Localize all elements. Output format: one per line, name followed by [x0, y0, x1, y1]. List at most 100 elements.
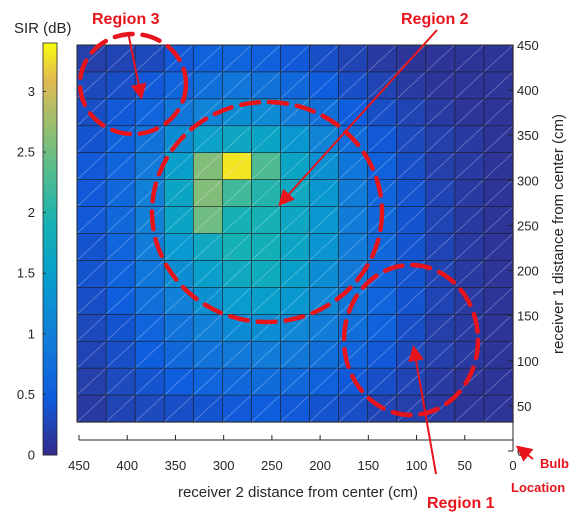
heatmap-cell-diagonal: [396, 394, 427, 423]
colorbar-segment: [43, 132, 57, 137]
colorbar-segment: [43, 166, 57, 171]
colorbar-segment: [43, 111, 57, 116]
region-2-label: Region 2: [401, 11, 469, 28]
heatmap-cell-diagonal: [193, 314, 223, 342]
heatmap-cell: [425, 44, 456, 73]
heatmap-cell-diagonal: [483, 206, 514, 234]
colorbar-segment: [43, 437, 57, 442]
heatmap-cell-diagonal: [134, 125, 165, 153]
heatmap-cell-diagonal: [193, 206, 223, 234]
heatmap-cell: [134, 179, 165, 208]
colorbar-segment: [43, 293, 57, 298]
colorbar-segment: [43, 49, 57, 54]
heatmap-cell-diagonal: [425, 233, 456, 261]
heatmap-cell-diagonal: [76, 340, 107, 369]
colorbar-segment: [43, 70, 57, 75]
colorbar-segment: [43, 118, 57, 123]
colorbar-segment: [43, 396, 57, 401]
heatmap-cell-diagonal: [251, 125, 281, 153]
heatmap-cell-diagonal: [425, 367, 456, 396]
heatmap-cell-diagonal: [193, 260, 223, 288]
colorbar-segment: [43, 149, 57, 154]
heatmap-cell-diagonal: [163, 260, 194, 288]
heatmap-cell-diagonal: [454, 394, 485, 423]
heatmap-cell-diagonal: [280, 394, 310, 423]
heatmap-cell-diagonal: [367, 71, 397, 100]
heatmap-cell: [309, 367, 340, 396]
colorbar-segment: [43, 358, 57, 363]
colorbar-segment: [43, 441, 57, 446]
colorbar-segment: [43, 451, 57, 456]
heatmap-cell-diagonal: [222, 233, 252, 261]
colorbar-segment: [43, 73, 57, 78]
heatmap-cell-diagonal: [454, 44, 485, 73]
heatmap-cell-diagonal: [425, 125, 456, 153]
colorbar-segment: [43, 221, 57, 226]
colorbar-segment: [43, 231, 57, 236]
heatmap-cell-diagonal: [367, 314, 397, 342]
heatmap-cell: [425, 233, 456, 262]
heatmap-cell-diagonal: [483, 71, 514, 100]
heatmap-cell-diagonal: [222, 287, 252, 315]
heatmap-cell: [309, 233, 340, 262]
colorbar-label: SIR (dB): [14, 20, 72, 37]
heatmap-cell-diagonal: [454, 152, 485, 180]
colorbar-segment: [43, 369, 57, 374]
colorbar-segment: [43, 176, 57, 181]
colorbar-segment: [43, 84, 57, 89]
colorbar-segment: [43, 252, 57, 257]
heatmap-cell: [483, 206, 514, 235]
heatmap-cell-diagonal: [309, 394, 339, 423]
heatmap-cell: [425, 313, 456, 342]
heatmap-cell: [163, 233, 194, 262]
heatmap-cell: [192, 233, 223, 262]
heatmap-cell-diagonal: [367, 260, 397, 288]
heatmap-cell: [192, 179, 223, 208]
heatmap-cell: [163, 394, 194, 423]
heatmap-cell: [367, 340, 398, 369]
colorbar-segment: [43, 345, 57, 350]
x-axis-label: receiver 2 distance from center (cm): [178, 484, 418, 501]
heatmap-cell-diagonal: [309, 367, 339, 396]
colorbar-segment: [43, 173, 57, 178]
heatmap-cell-diagonal: [425, 206, 456, 234]
heatmap-cell-diagonal: [309, 125, 339, 153]
heatmap-cell-diagonal: [163, 314, 194, 342]
colorbar-segment: [43, 60, 57, 65]
heatmap-cell-diagonal: [338, 394, 368, 423]
colorbar-segment: [43, 46, 57, 51]
heatmap-cell: [251, 313, 282, 342]
colorbar-segment: [43, 163, 57, 168]
heatmap-cell: [425, 287, 456, 315]
heatmap-cell-diagonal: [309, 260, 339, 288]
heatmap-cell: [483, 367, 514, 396]
heatmap-cell-diagonal: [483, 152, 514, 180]
heatmap-cell-diagonal: [193, 71, 223, 100]
heatmap-cell-diagonal: [280, 260, 310, 288]
colorbar-segment: [43, 393, 57, 398]
heatmap-cell-diagonal: [280, 98, 310, 127]
heatmap-cell: [425, 125, 456, 154]
heatmap-cell-diagonal: [251, 233, 281, 261]
heatmap-cell-diagonal: [76, 206, 107, 234]
heatmap-cell: [105, 367, 136, 396]
colorbar-segment: [43, 352, 57, 356]
heatmap-cell-diagonal: [483, 44, 514, 73]
colorbar-segment: [43, 142, 57, 147]
heatmap-cell-diagonal: [76, 233, 107, 261]
heatmap-cell-diagonal: [309, 71, 339, 100]
heatmap-cell-diagonal: [163, 152, 194, 180]
heatmap-cell: [483, 152, 514, 181]
heatmap-grid: [76, 44, 514, 423]
colorbar-tick-label: 3: [28, 84, 35, 99]
x-tick-label: 200: [309, 458, 331, 473]
colorbar-segment: [43, 101, 57, 106]
heatmap-cell-diagonal: [367, 125, 397, 153]
heatmap-cell-diagonal: [163, 340, 194, 369]
heatmap-cell-diagonal: [222, 44, 252, 73]
colorbar-segment: [43, 430, 57, 435]
x-tick-label: 50: [458, 458, 472, 473]
heatmap-cell-diagonal: [367, 44, 397, 73]
heatmap-cell: [280, 125, 311, 154]
colorbar-segment: [43, 386, 57, 391]
